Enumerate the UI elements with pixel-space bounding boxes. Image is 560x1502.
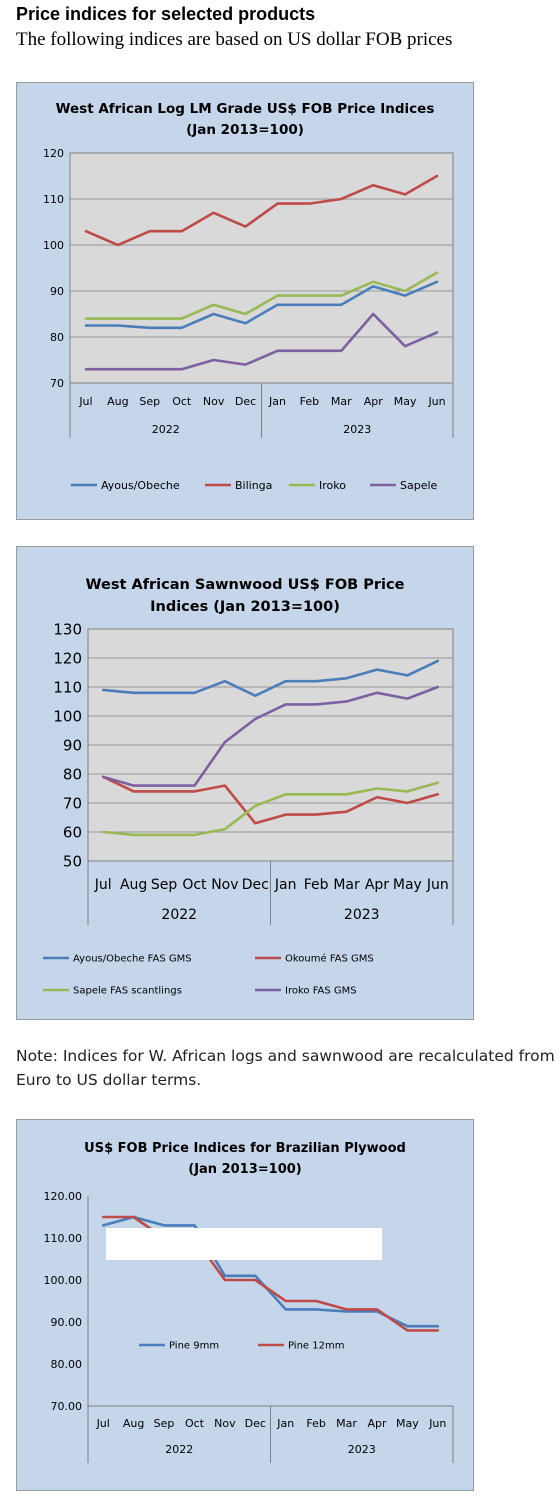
x-tick-label: Apr [365,877,389,893]
series-line-1 [84,174,439,247]
x-tick-label: Jan [268,395,286,408]
y-tick-label: 110 [43,193,64,206]
y-tick-label: 80.00 [51,1358,83,1371]
y-tick-label: 100.00 [44,1274,83,1287]
x-tick-label: May [396,1417,419,1430]
chart-title: West African Log LM Grade US$ FOB Price … [56,101,435,117]
chart-panel-plywood: US$ FOB Price Indices for Brazilian Plyw… [16,1119,474,1491]
legend-label: Bilinga [235,479,272,492]
series-line-0 [101,659,440,697]
y-tick-label: 100 [53,707,82,725]
y-tick-label: 70 [50,377,64,390]
year-group-label: 2022 [161,907,197,923]
legend-label: Sapele FAS scantlings [73,986,182,997]
chart-background [17,1120,473,1490]
y-tick-label: 90 [50,285,64,298]
y-tick-label: 90.00 [51,1316,83,1329]
y-tick-label: 110 [53,678,82,696]
y-tick-label: 130 [53,620,82,638]
chart-subtitle: Indices (Jan 2013=100) [150,599,340,615]
series-line-0 [84,280,439,330]
legend-label: Iroko FAS GMS [285,986,357,997]
series-line-3 [84,312,439,371]
year-group-label: 2023 [344,907,380,923]
y-tick-label: 120 [43,147,64,160]
x-tick-label: Nov [211,877,238,893]
year-group-label: 2023 [348,1443,376,1456]
x-tick-label: Jul [96,1417,110,1430]
x-tick-label: Oct [185,1417,205,1430]
y-tick-label: 80 [50,331,64,344]
x-tick-label: Dec [245,1417,266,1430]
x-tick-label: Mar [336,1417,357,1430]
x-tick-label: Sep [151,877,178,893]
x-tick-label: Dec [235,395,256,408]
year-group-label: 2022 [165,1443,193,1456]
x-tick-label: Oct [172,395,192,408]
x-tick-label: Oct [182,877,207,893]
x-tick-label: Jun [426,877,449,893]
x-tick-label: Feb [306,1417,325,1430]
y-tick-label: 80 [63,765,82,783]
x-tick-label: Apr [367,1417,387,1430]
chart-title: US$ FOB Price Indices for Brazilian Plyw… [84,1141,406,1156]
plot-area [69,152,454,384]
legend-label: Pine 9mm [169,1341,219,1352]
chart-title: West African Sawnwood US$ FOB Price [86,577,405,593]
series-line-3 [101,685,440,787]
y-tick-label: 120.00 [44,1190,83,1203]
chart-subtitle: (Jan 2013=100) [186,122,304,138]
note-text: Note: Indices for W. African logs and sa… [16,1047,555,1089]
chart-sawnwood: West African Sawnwood US$ FOB Price Indic… [17,547,473,1019]
y-tick-label: 120 [53,649,82,667]
x-tick-label: Aug [120,877,147,893]
series-line-2 [101,781,440,837]
x-tick-label: May [394,395,417,408]
legend-label: Ayous/Obeche FAS GMS [73,954,192,965]
year-group-label: 2022 [152,423,180,436]
x-tick-label: Jul [94,877,112,893]
chart-subtitle: (Jan 2013=100) [188,1162,301,1177]
chart-logs: West African Log LM Grade US$ FOB Price … [17,83,473,519]
page-heading: Price indices for selected products [16,4,316,24]
x-tick-label: Mar [331,395,352,408]
page-subheading: The following indices are based on US do… [16,29,453,50]
legend-label: Iroko [319,479,346,492]
x-tick-label: Nov [214,1417,236,1430]
x-tick-label: Jul [78,395,92,408]
x-tick-label: Jun [427,395,445,408]
legend-label: Okoumé FAS GMS [285,953,374,965]
y-tick-label: 60 [63,823,82,841]
legend-label: Ayous/Obeche [101,479,180,492]
chart-panel-sawnwood: West African Sawnwood US$ FOB Price Indic… [16,546,474,1020]
x-tick-label: Sep [139,395,160,408]
legend-label: Pine 12mm [288,1341,344,1352]
series-line-2 [84,271,439,320]
x-tick-label: Feb [300,395,319,408]
y-tick-label: 50 [63,852,82,870]
x-tick-label: Feb [304,877,329,893]
x-tick-label: May [393,877,422,893]
x-tick-label: Jan [276,1417,294,1430]
x-tick-label: Aug [107,395,128,408]
y-tick-label: 70 [63,794,82,812]
legend-label: Sapele [400,479,438,492]
legend-box [106,1228,382,1260]
chart-plywood: US$ FOB Price Indices for Brazilian Plyw… [17,1120,473,1490]
x-tick-label: Jun [428,1417,446,1430]
series-line-1 [101,775,440,825]
x-tick-label: Apr [364,395,384,408]
x-tick-label: Nov [203,395,225,408]
x-tick-label: Jan [274,877,297,893]
x-tick-label: Dec [242,877,269,893]
x-tick-label: Aug [123,1417,144,1430]
x-tick-label: Sep [154,1417,175,1430]
year-group-label: 2023 [343,423,371,436]
y-tick-label: 110.00 [44,1232,83,1245]
y-tick-label: 90 [63,736,82,754]
chart-panel-logs: West African Log LM Grade US$ FOB Price … [16,82,474,520]
y-tick-label: 100 [43,239,64,252]
x-tick-label: Mar [333,877,360,893]
y-tick-label: 70.00 [51,1400,83,1413]
